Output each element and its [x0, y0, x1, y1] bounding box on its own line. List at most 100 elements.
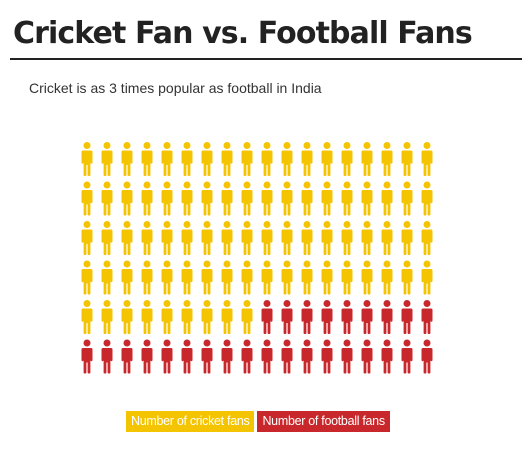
cricket-fan-icon [261, 260, 273, 295]
cricket-fan-icon [201, 300, 213, 334]
cricket-fan-icon [301, 221, 313, 255]
cricket-fan-icon [241, 300, 253, 334]
cricket-fan-icon [281, 260, 293, 295]
cricket-fan-icon [201, 260, 213, 295]
football-fan-icon [401, 339, 413, 374]
cricket-fan-icon [121, 300, 133, 334]
cricket-fan-icon [281, 142, 293, 176]
cricket-fan-icon [181, 300, 193, 334]
cricket-fan-icon [101, 260, 113, 295]
cricket-fan-icon [161, 260, 173, 295]
cricket-fan-icon [161, 181, 173, 216]
football-fan-icon [321, 339, 333, 374]
cricket-fan-icon [321, 181, 333, 216]
cricket-fan-icon [141, 300, 153, 334]
cricket-fan-icon [201, 221, 213, 255]
cricket-fan-icon [81, 300, 93, 334]
cricket-fan-icon [421, 260, 433, 295]
football-fan-icon [261, 300, 273, 334]
football-fan-icon [201, 339, 213, 374]
cricket-fan-icon [341, 181, 353, 216]
cricket-fan-icon [161, 300, 173, 334]
cricket-fan-icon [221, 300, 233, 334]
cricket-fan-icon [341, 142, 353, 176]
cricket-fan-icon [301, 260, 313, 295]
football-fan-icon [401, 300, 413, 334]
cricket-fan-icon [101, 181, 113, 216]
football-fan-icon [281, 300, 293, 334]
cricket-fan-icon [161, 221, 173, 255]
legend-item-football: Number of football fans [257, 411, 390, 432]
cricket-fan-icon [101, 221, 113, 255]
cricket-fan-icon [281, 221, 293, 255]
cricket-fan-icon [341, 221, 353, 255]
football-fan-icon [381, 300, 393, 334]
football-fan-icon [261, 339, 273, 374]
cricket-fan-icon [321, 260, 333, 295]
football-fan-icon [321, 300, 333, 334]
cricket-fan-icon [241, 181, 253, 216]
cricket-fan-icon [381, 260, 393, 295]
cricket-fan-icon [361, 260, 373, 295]
cricket-fan-icon [401, 260, 413, 295]
chart-title: Cricket Fan vs. Football Fans [13, 16, 473, 51]
cricket-fan-icon [181, 181, 193, 216]
cricket-fan-icon [81, 181, 93, 216]
cricket-fan-icon [121, 260, 133, 295]
cricket-fan-icon [361, 181, 373, 216]
cricket-fan-icon [201, 142, 213, 176]
title-divider [10, 58, 522, 60]
cricket-fan-icon [221, 142, 233, 176]
cricket-fan-icon [281, 181, 293, 216]
cricket-fan-icon [141, 181, 153, 216]
cricket-fan-icon [401, 142, 413, 176]
cricket-fan-icon [381, 181, 393, 216]
cricket-fan-icon [261, 221, 273, 255]
cricket-fan-icon [381, 221, 393, 255]
cricket-fan-icon [81, 142, 93, 176]
legend: Number of cricket fans Number of footbal… [126, 411, 390, 432]
cricket-fan-icon [121, 221, 133, 255]
football-fan-icon [161, 339, 173, 374]
cricket-fan-icon [181, 221, 193, 255]
cricket-fan-icon [221, 260, 233, 295]
football-fan-icon [141, 339, 153, 374]
legend-item-cricket: Number of cricket fans [126, 411, 255, 432]
football-fan-icon [361, 339, 373, 374]
cricket-fan-icon [201, 181, 213, 216]
football-fan-icon [221, 339, 233, 374]
football-fan-icon [301, 300, 313, 334]
cricket-fan-icon [161, 142, 173, 176]
cricket-fan-icon [241, 142, 253, 176]
football-fan-icon [381, 339, 393, 374]
cricket-fan-icon [81, 260, 93, 295]
cricket-fan-icon [301, 181, 313, 216]
chart-subtitle: Cricket is as 3 times popular as footbal… [29, 80, 322, 96]
football-fan-icon [341, 300, 353, 334]
cricket-fan-icon [241, 260, 253, 295]
cricket-fan-icon [401, 221, 413, 255]
cricket-fan-icon [81, 221, 93, 255]
cricket-fan-icon [181, 142, 193, 176]
cricket-fan-icon [141, 142, 153, 176]
cricket-fan-icon [241, 221, 253, 255]
football-fan-icon [81, 339, 93, 374]
cricket-fan-icon [401, 181, 413, 216]
cricket-fan-icon [261, 181, 273, 216]
cricket-fan-icon [421, 221, 433, 255]
cricket-fan-icon [121, 181, 133, 216]
cricket-fan-icon [221, 181, 233, 216]
football-fan-icon [341, 339, 353, 374]
cricket-fan-icon [321, 221, 333, 255]
football-fan-icon [421, 339, 433, 374]
cricket-fan-icon [221, 221, 233, 255]
cricket-fan-icon [421, 142, 433, 176]
football-fan-icon [181, 339, 193, 374]
cricket-fan-icon [361, 142, 373, 176]
football-fan-icon [301, 339, 313, 374]
football-fan-icon [241, 339, 253, 374]
cricket-fan-icon [181, 260, 193, 295]
cricket-fan-icon [101, 300, 113, 334]
cricket-fan-icon [141, 221, 153, 255]
